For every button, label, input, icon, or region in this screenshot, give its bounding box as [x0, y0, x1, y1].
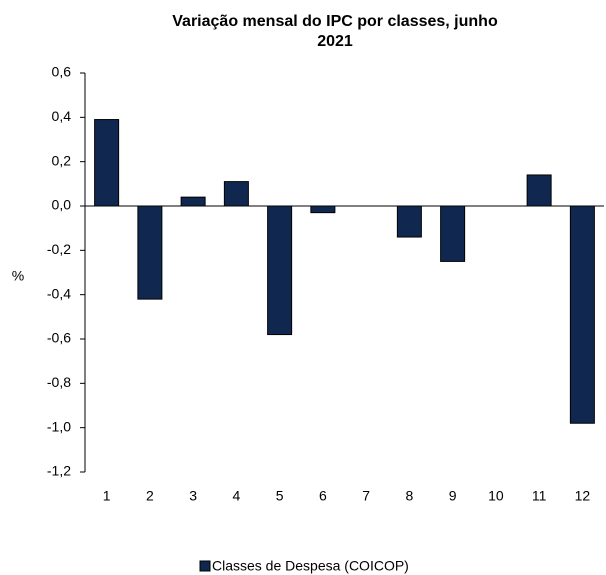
bar — [223, 181, 249, 207]
bar — [440, 205, 466, 262]
x-tick-label: 6 — [319, 488, 327, 504]
bar — [267, 205, 293, 336]
y-tick-label: -1,2 — [47, 463, 71, 479]
bar — [569, 205, 595, 424]
x-tick-label: 2 — [146, 488, 154, 504]
x-tick-label: 8 — [405, 488, 413, 504]
bar — [396, 205, 422, 238]
bar — [137, 205, 163, 300]
y-tick-label: 0,0 — [52, 197, 72, 213]
y-tick-label: -0,2 — [47, 241, 71, 257]
x-tick-label: 11 — [532, 488, 547, 504]
bar — [310, 205, 336, 214]
x-tick-label: 5 — [276, 488, 284, 504]
x-tick-label: 3 — [189, 488, 197, 504]
legend-label: Classes de Despesa (COICOP) — [212, 558, 409, 574]
bar — [180, 196, 206, 207]
y-tick-label: 0,6 — [52, 64, 72, 80]
y-tick-label: -0,8 — [47, 374, 71, 390]
x-tick-label: 12 — [575, 488, 591, 504]
chart-title: Variação mensal do IPC por classes, junh… — [172, 13, 498, 30]
bar — [526, 174, 552, 207]
chart-title: 2021 — [317, 33, 353, 50]
y-tick-label: -0,4 — [47, 285, 71, 301]
legend-swatch — [199, 560, 211, 572]
y-tick-label: 0,4 — [52, 108, 72, 124]
bar — [94, 119, 120, 207]
x-tick-label: 4 — [232, 488, 240, 504]
y-tick-label: 0,2 — [52, 152, 72, 168]
x-tick-label: 1 — [103, 488, 111, 504]
y-axis-label: % — [12, 268, 24, 284]
y-tick-label: -1,0 — [47, 418, 71, 434]
x-tick-label: 7 — [362, 488, 370, 504]
y-tick-label: -0,6 — [47, 330, 71, 346]
x-tick-label: 9 — [449, 488, 457, 504]
x-tick-label: 10 — [488, 488, 504, 504]
